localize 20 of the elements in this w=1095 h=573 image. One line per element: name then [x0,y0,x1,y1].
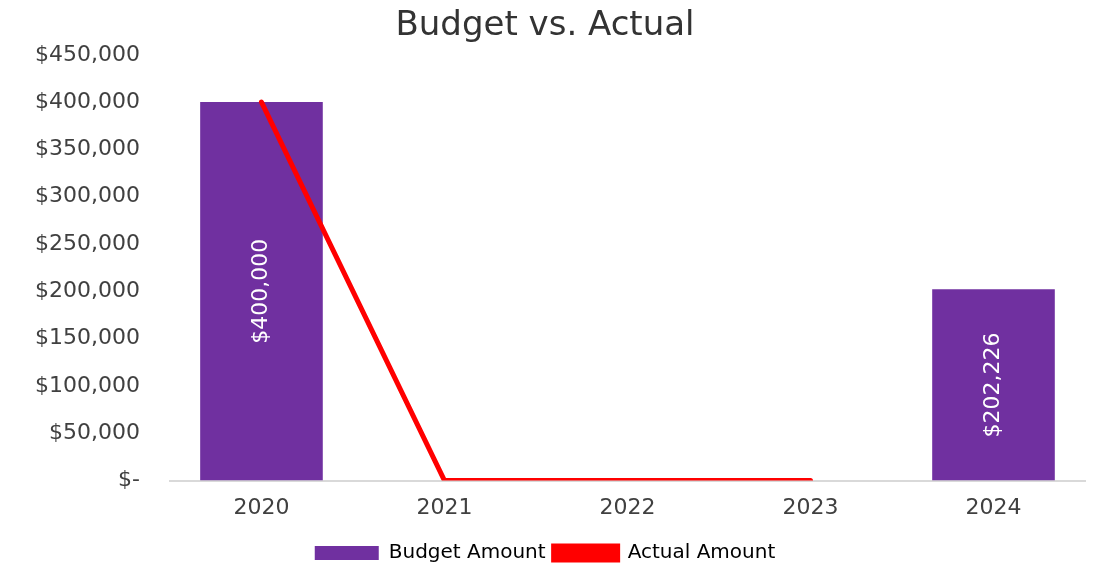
y-tick-label: $450,000 [34,40,140,66]
x-tick-label: 2021 [416,493,473,519]
x-tick-label: 2020 [233,493,290,519]
legend-label: Budget Amount [388,539,546,564]
data-label: $202,226 [979,332,1005,438]
y-tick-label: $350,000 [34,135,140,161]
y-tick-label: $- [118,466,140,492]
data-label: $400,000 [247,238,273,344]
x-tick-label: 2022 [599,493,656,519]
y-tick-label: $300,000 [34,182,140,208]
x-tick-label: 2023 [782,493,839,519]
y-tick-label: $250,000 [34,229,140,255]
chart-title: Budget vs. Actual [395,3,695,44]
y-tick-label: $50,000 [48,419,140,445]
y-tick-label: $150,000 [34,324,140,350]
y-tick-label: $200,000 [34,277,140,303]
legend-label: Actual Amount [627,539,776,564]
y-tick-label: $400,000 [34,87,140,113]
y-tick-label: $100,000 [34,371,140,397]
x-tick-label: 2024 [965,493,1022,519]
